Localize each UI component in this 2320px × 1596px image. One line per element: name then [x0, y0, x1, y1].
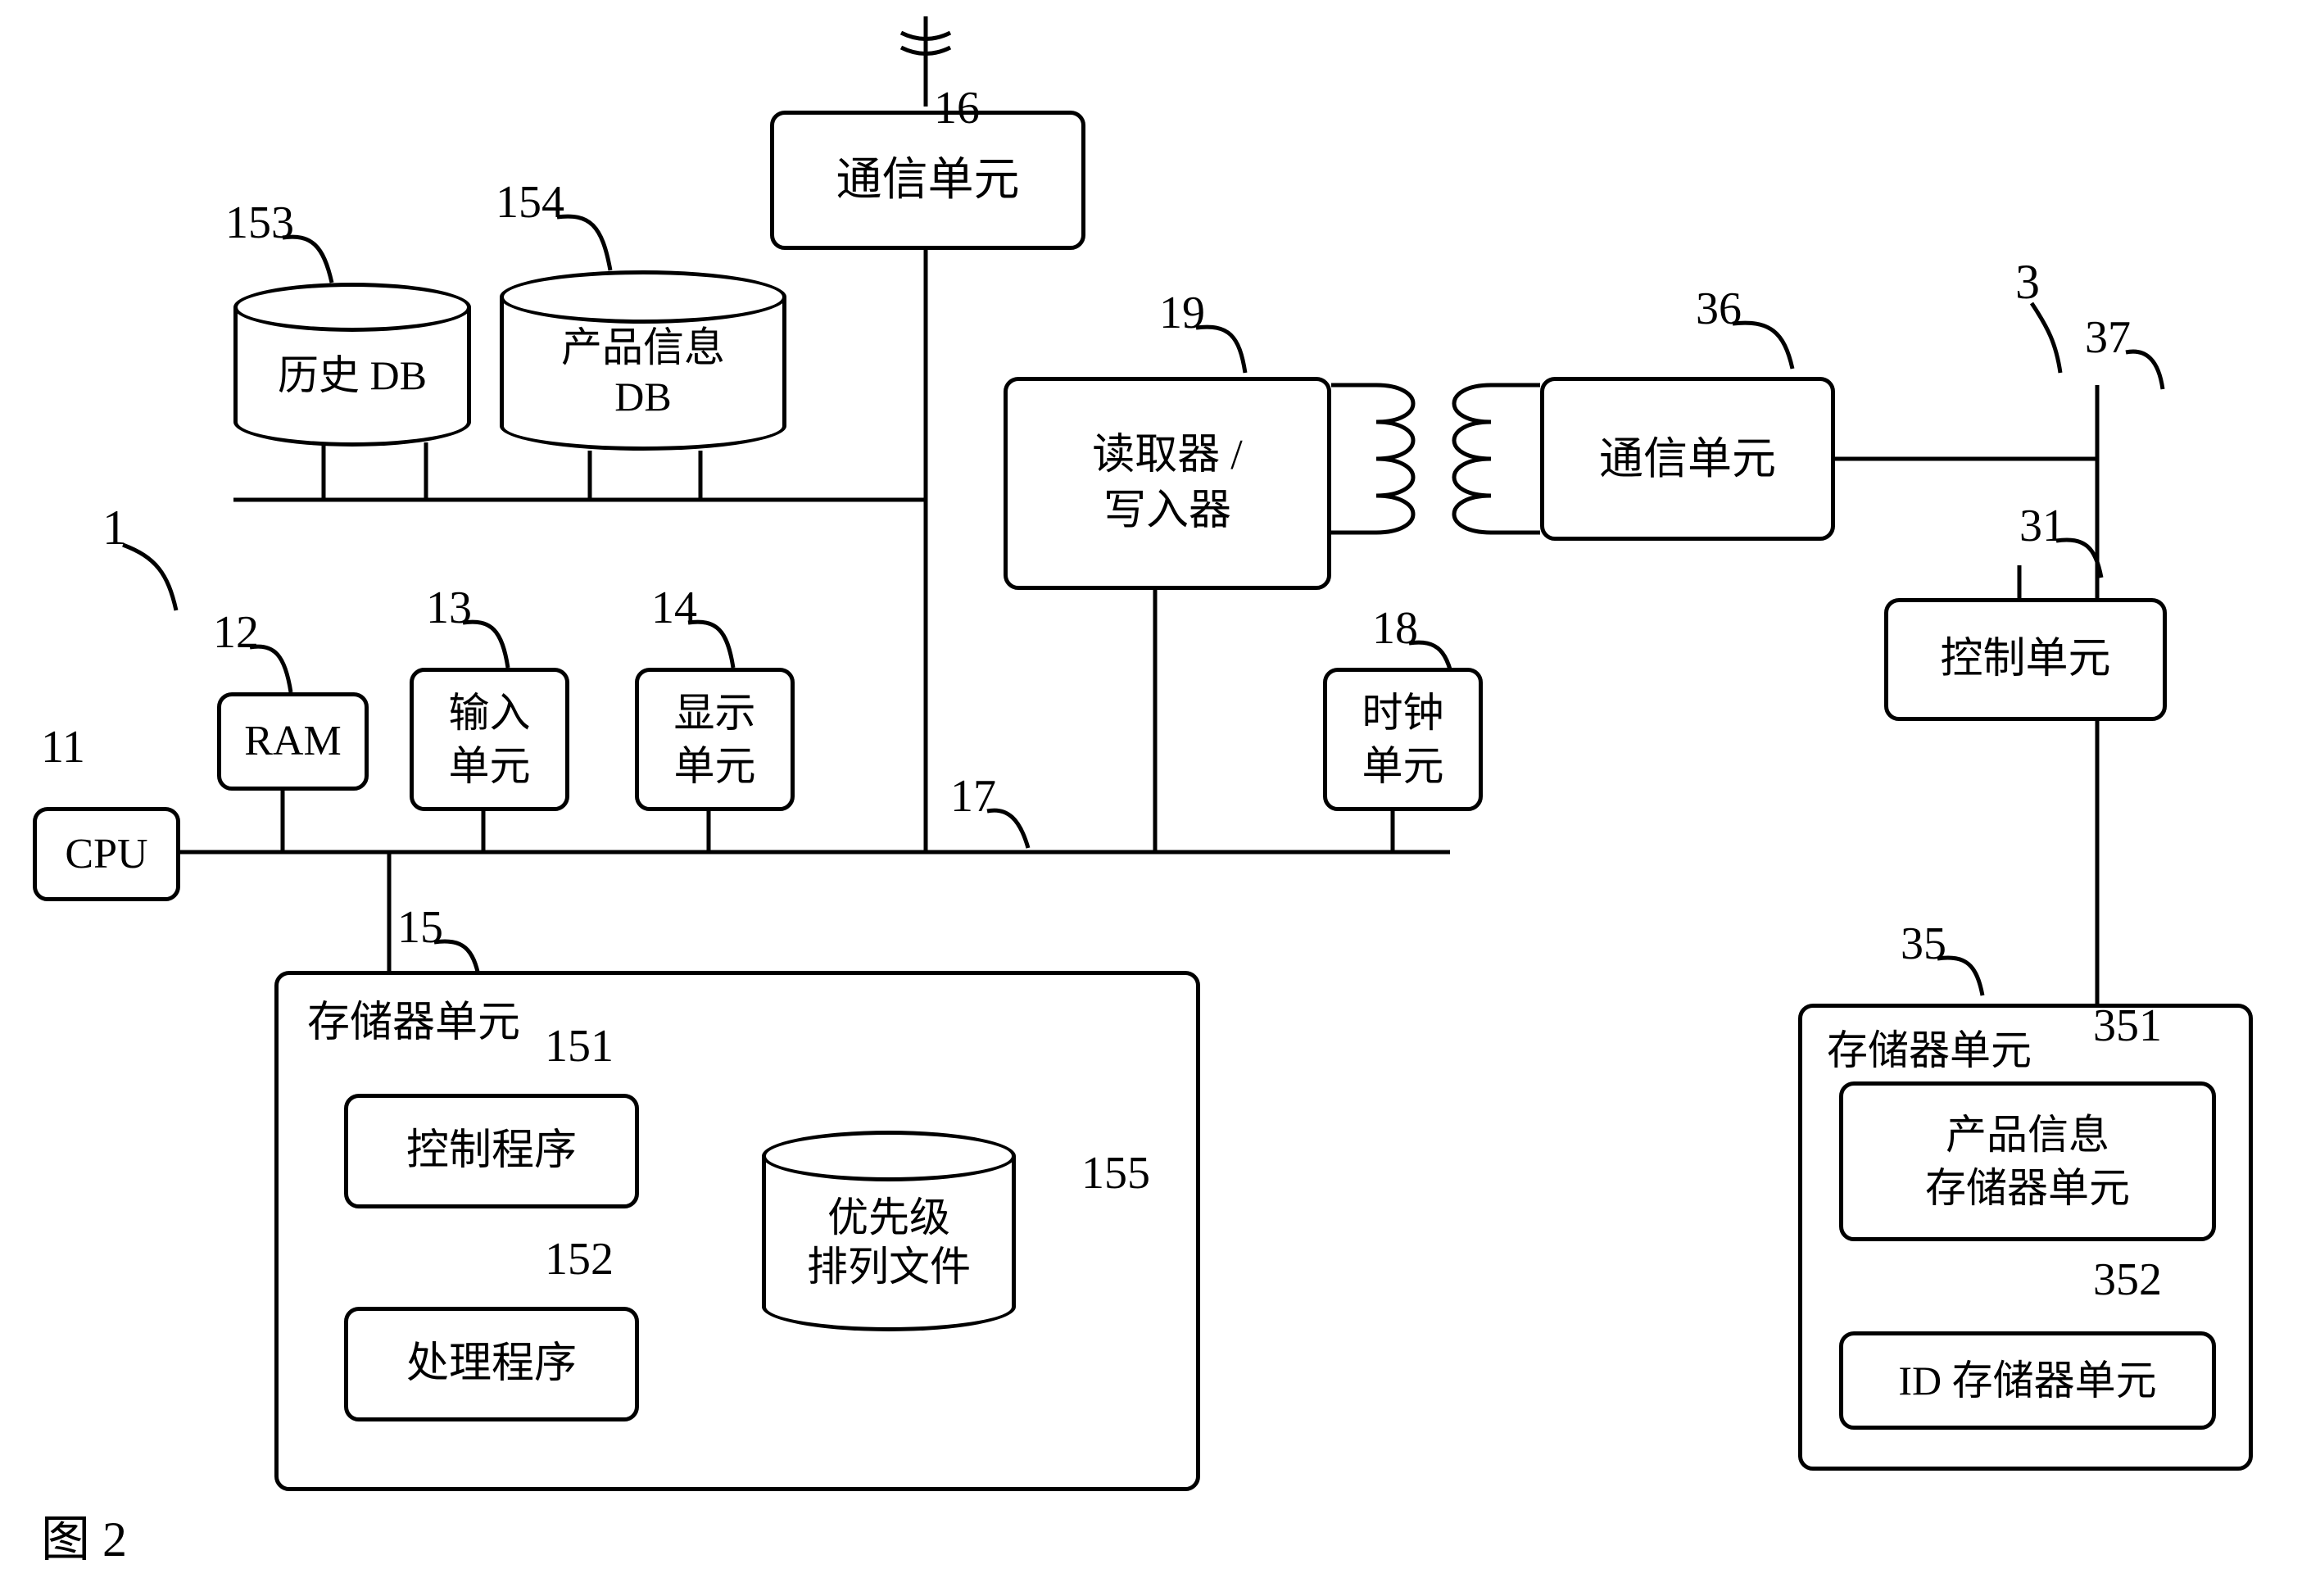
id-storage-block: ID 存储器单元: [1839, 1331, 2216, 1430]
figure-label: 图 2: [41, 1499, 127, 1571]
ref-351: 351: [2093, 1000, 2162, 1052]
priority-file-text: 优先级 排列文件: [807, 1193, 971, 1291]
display-unit-block: 显示 单元: [635, 668, 795, 811]
comm-unit-36-text: 通信单元: [1599, 430, 1776, 487]
control-unit-31-text: 控制单元: [1940, 632, 2110, 687]
display-unit-text: 显示 单元: [674, 687, 756, 793]
clock-unit-text: 时钟 单元: [1362, 687, 1444, 793]
ref-15: 15: [397, 901, 443, 954]
ref-152: 152: [545, 1233, 614, 1285]
comm-unit-36: 通信单元: [1540, 377, 1835, 541]
product-storage-text: 产品信息 存储器单元: [1925, 1109, 2130, 1215]
ref-1: 1: [102, 500, 127, 556]
ref-35: 35: [1901, 918, 1946, 970]
priority-file-cyl: 优先级 排列文件: [762, 1131, 1016, 1331]
process-program-text: 处理程序: [406, 1336, 577, 1392]
product-db-text: 产品信息 DB: [561, 323, 725, 421]
ref-12: 12: [213, 606, 259, 659]
storage-unit-15-title: 存储器单元: [307, 995, 520, 1051]
ref-36: 36: [1696, 283, 1742, 335]
cpu-block: CPU: [33, 807, 180, 901]
ram-block: RAM: [217, 692, 369, 791]
ref-18: 18: [1372, 602, 1418, 655]
ref-352: 352: [2093, 1254, 2162, 1306]
input-unit-block: 输入 单元: [410, 668, 569, 811]
ref-19: 19: [1159, 287, 1205, 339]
comm-unit-16: 通信单元: [770, 111, 1085, 250]
ref-17: 17: [950, 770, 996, 823]
cpu-text: CPU: [65, 827, 147, 882]
process-program-block: 处理程序: [344, 1307, 639, 1421]
reader-writer-block: 读取器 / 写入器: [1004, 377, 1331, 590]
ref-14: 14: [651, 582, 697, 634]
ref-3: 3: [2015, 254, 2040, 311]
input-unit-text: 输入 单元: [449, 687, 531, 793]
ref-155: 155: [1081, 1147, 1150, 1199]
control-unit-31: 控制单元: [1884, 598, 2167, 721]
product-db-cyl: 产品信息 DB: [500, 270, 786, 451]
reader-writer-text: 读取器 / 写入器: [1092, 428, 1242, 538]
ref-11: 11: [41, 721, 85, 773]
ref-31: 31: [2019, 500, 2065, 552]
ref-154: 154: [496, 176, 564, 229]
ram-text: RAM: [244, 714, 341, 769]
ref-151: 151: [545, 1020, 614, 1072]
clock-unit-block: 时钟 单元: [1323, 668, 1483, 811]
storage-unit-35-title: 存储器单元: [1827, 1024, 2032, 1077]
id-storage-text: ID 存储器单元: [1898, 1354, 2156, 1408]
control-program-block: 控制程序: [344, 1094, 639, 1208]
comm-unit-16-text: 通信单元: [836, 151, 1020, 211]
ref-16: 16: [934, 82, 980, 134]
history-db-cyl: 历史 DB: [233, 283, 471, 447]
ref-153: 153: [225, 197, 294, 249]
history-db-text: 历史 DB: [278, 351, 427, 400]
product-storage-block: 产品信息 存储器单元: [1839, 1081, 2216, 1241]
ref-13: 13: [426, 582, 472, 634]
ref-37: 37: [2085, 311, 2131, 364]
control-program-text: 控制程序: [406, 1123, 577, 1179]
